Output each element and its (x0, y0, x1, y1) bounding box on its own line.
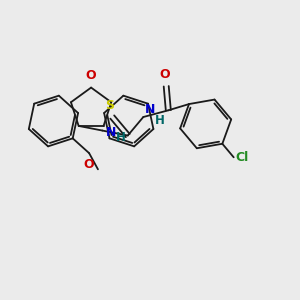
Text: O: O (84, 158, 94, 171)
Text: Cl: Cl (235, 151, 248, 164)
Text: H: H (154, 114, 164, 127)
Text: O: O (86, 69, 96, 82)
Text: N: N (145, 103, 155, 116)
Text: N: N (106, 125, 116, 139)
Text: S: S (105, 99, 114, 112)
Text: H: H (116, 130, 125, 143)
Text: O: O (159, 68, 170, 81)
